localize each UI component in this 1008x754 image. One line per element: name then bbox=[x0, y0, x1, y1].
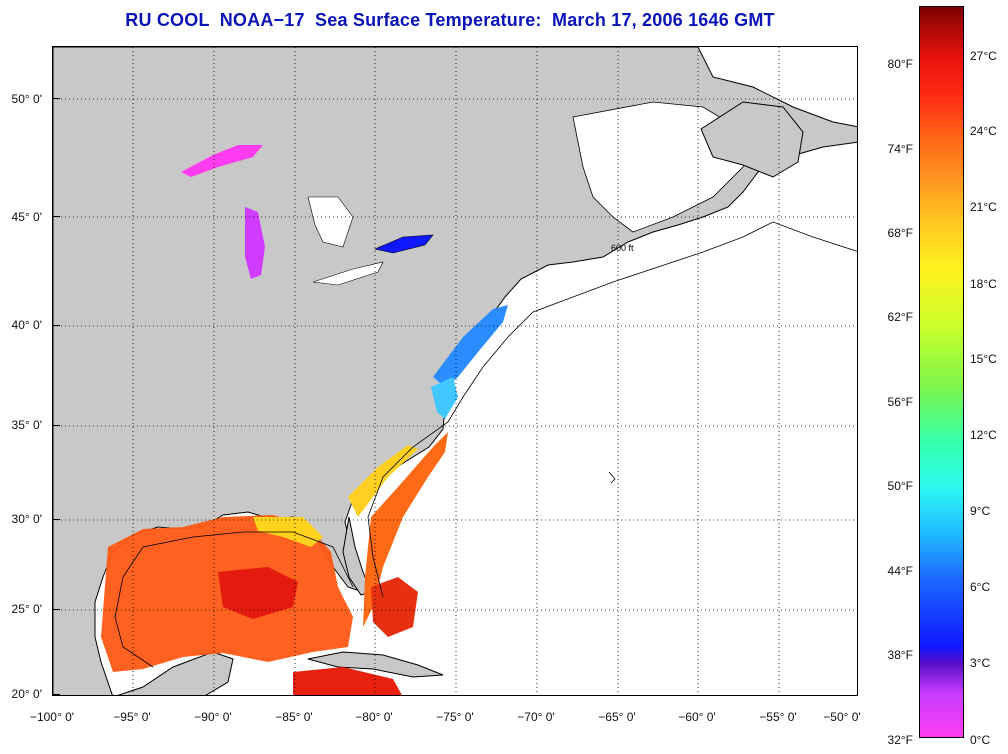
lat-tick-40 bbox=[52, 325, 60, 326]
colorbar-f-44: 44°F bbox=[887, 564, 913, 578]
sst-mid-atlantic-cool bbox=[433, 305, 508, 387]
colorbar-c-0: 0°C bbox=[970, 733, 991, 747]
map-plot-area: 600 ft bbox=[52, 46, 858, 696]
sst-chesapeake-cyan bbox=[431, 377, 458, 419]
sst-lake-huron bbox=[307, 196, 354, 248]
lat-label-35: 35° 0' bbox=[11, 418, 42, 432]
cuba-island bbox=[307, 651, 444, 678]
lat-label-20: 20° 0' bbox=[11, 687, 42, 701]
sst-lake-erie bbox=[312, 261, 384, 286]
lat-tick-25 bbox=[52, 609, 60, 610]
lat-tick-35 bbox=[52, 425, 60, 426]
lat-label-40: 40° 0' bbox=[11, 318, 42, 332]
newfoundland-island bbox=[700, 101, 804, 178]
yucatan-peninsula bbox=[117, 651, 234, 695]
lon-label-65: −65° 0' bbox=[598, 710, 636, 724]
colorbar-f-74: 74°F bbox=[887, 142, 913, 156]
lat-tick-20 bbox=[52, 694, 60, 695]
lat-label-50: 50° 0' bbox=[11, 92, 42, 106]
colorbar-c-12: 12°C bbox=[970, 428, 997, 442]
colorbar-c-27: 27°C bbox=[970, 49, 997, 63]
lon-label-90: −90° 0' bbox=[194, 710, 232, 724]
sst-lake-ontario bbox=[374, 234, 434, 254]
temperature-colorbar bbox=[919, 6, 964, 738]
colorbar-c-15: 15°C bbox=[970, 352, 997, 366]
colorbar-f-62: 62°F bbox=[887, 310, 913, 324]
map-canvas: 600 ft bbox=[53, 47, 857, 695]
colorbar-f-80: 80°F bbox=[887, 57, 913, 71]
colorbar-c-3: 3°C bbox=[970, 656, 991, 670]
colorbar-f-50: 50°F bbox=[887, 479, 913, 493]
isobath-label: 600 ft bbox=[611, 243, 634, 253]
lon-label-60: −60° 0' bbox=[678, 710, 716, 724]
lat-tick-30 bbox=[52, 519, 60, 520]
map-title: RU COOL NOAA−17 Sea Surface Temperature:… bbox=[125, 10, 775, 30]
sst-carolina-shelf bbox=[348, 445, 418, 517]
feature-mark bbox=[608, 471, 616, 484]
lon-label-80: −80° 0' bbox=[355, 710, 393, 724]
sst-bahamas bbox=[371, 577, 418, 637]
lon-label-50: −50° 0' bbox=[823, 710, 861, 724]
graticule bbox=[53, 47, 857, 695]
sst-lake-superior bbox=[181, 145, 263, 177]
colorbar-f-56: 56°F bbox=[887, 395, 913, 409]
colorbar-f-38: 38°F bbox=[887, 648, 913, 662]
lat-label-30: 30° 0' bbox=[11, 512, 42, 526]
lat-label-45: 45° 0' bbox=[11, 210, 42, 224]
colorbar-c-9: 9°C bbox=[970, 504, 991, 518]
lon-label-95: −95° 0' bbox=[113, 710, 151, 724]
lon-label-75: −75° 0' bbox=[436, 710, 474, 724]
lat-tick-45 bbox=[52, 216, 60, 217]
lon-label-85: −85° 0' bbox=[275, 710, 313, 724]
colorbar-c-21: 21°C bbox=[970, 200, 997, 214]
lon-label-100: −100° 0' bbox=[29, 710, 75, 724]
sst-florida-atlantic bbox=[363, 432, 448, 627]
colorbar-f-32: 32°F bbox=[887, 733, 913, 747]
lon-label-70: −70° 0' bbox=[517, 710, 555, 724]
colorbar-f-68: 68°F bbox=[887, 226, 913, 240]
isobath-600ft-atlantic bbox=[367, 221, 857, 598]
colorbar-c-24: 24°C bbox=[970, 124, 997, 138]
colorbar-c-18: 18°C bbox=[970, 277, 997, 291]
lat-tick-50 bbox=[52, 98, 60, 99]
sst-gulf-hot-core bbox=[218, 567, 298, 619]
lat-label-25: 25° 0' bbox=[11, 602, 42, 616]
isobath-600ft-gulf bbox=[114, 531, 354, 668]
colorbar-c-6: 6°C bbox=[970, 580, 991, 594]
lon-label-55: −55° 0' bbox=[759, 710, 797, 724]
sst-lake-michigan bbox=[245, 207, 265, 279]
